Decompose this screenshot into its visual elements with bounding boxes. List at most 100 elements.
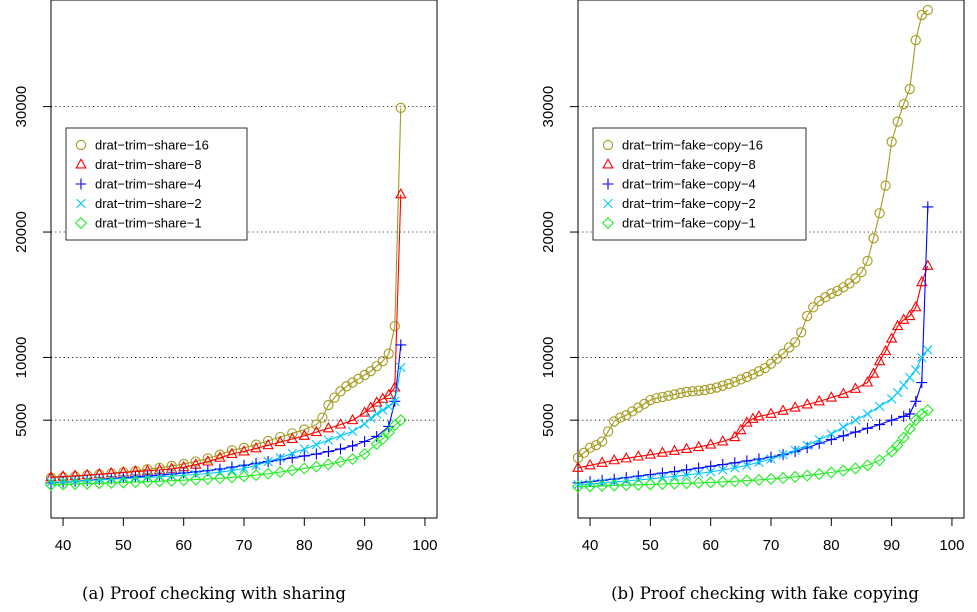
series-1-point-9 (680, 442, 693, 454)
y-tick-label-10000: 10000 (540, 337, 557, 379)
series-2-point-22 (310, 448, 322, 460)
series-line-4 (50, 419, 402, 486)
series-3-point-14 (742, 460, 752, 471)
series-0-point-35 (783, 342, 795, 353)
series-1-point-3 (608, 453, 620, 465)
series-1-point-25 (849, 382, 862, 393)
series-0-point-12 (645, 394, 656, 406)
series-3-point-31 (917, 352, 927, 363)
series-2-point-22 (837, 430, 849, 442)
series-3-point-13 (730, 463, 740, 473)
series-0-point-57 (916, 9, 927, 21)
series-3-point-23 (323, 435, 334, 445)
series-4-point-22 (837, 464, 850, 477)
series-1-point-27 (364, 401, 377, 412)
series-0-point-28 (741, 371, 753, 383)
series-1-point-13 (202, 455, 214, 466)
series-line-1 (577, 265, 929, 469)
legend-label-4: drat−trim−share−1 (95, 216, 202, 231)
series-0-point-16 (238, 442, 250, 453)
series-line-1 (50, 194, 402, 478)
series-2-point-9 (681, 464, 693, 476)
series-1-point-15 (741, 416, 753, 427)
y-tick-label-30000: 30000 (540, 86, 557, 128)
series-4-point-13 (201, 472, 214, 486)
x-tick-label-40: 40 (55, 537, 72, 554)
series-4-point-9 (153, 475, 166, 488)
series-1-point-22 (310, 425, 323, 437)
series-0-point-1 (578, 447, 590, 458)
series-0-point-31 (365, 366, 376, 377)
legend-label-3: drat−trim−fake−copy−2 (622, 196, 756, 211)
series-0-point-56 (910, 34, 921, 46)
legend-marker-4 (74, 216, 88, 230)
series-0-point-36 (395, 102, 406, 114)
series-4-point-31 (394, 414, 407, 427)
series-2-point-9 (154, 469, 166, 481)
series-4-point-12 (189, 473, 202, 486)
series-1-point-20 (789, 401, 801, 412)
series-1-point-32 (395, 187, 407, 199)
series-0-point-50 (874, 208, 885, 219)
series-3-point-3 (609, 477, 619, 487)
series-0-point-34 (777, 348, 789, 359)
series-0-point-13 (651, 393, 662, 404)
series-0-point-53 (892, 116, 903, 127)
series-4-point-5 (105, 476, 118, 489)
series-3-point-29 (377, 405, 388, 415)
x-tick-label-80: 80 (823, 537, 840, 554)
series-4-point-21 (298, 462, 311, 475)
series-1-point-23 (825, 391, 838, 402)
series-0-point-37 (796, 327, 807, 338)
series-3-point-17 (251, 460, 261, 471)
x-tick-label-50: 50 (115, 537, 132, 554)
series-0-point-14 (214, 449, 226, 460)
legend-box (65, 127, 248, 241)
series-1-point-5 (632, 450, 645, 461)
series-3-point-6 (118, 473, 129, 484)
series-0-point-29 (747, 369, 759, 380)
series-2-point-7 (656, 467, 668, 479)
series-3-point-4 (621, 476, 632, 486)
series-1-point-25 (346, 413, 359, 425)
series-2-point-24 (334, 443, 347, 455)
legend-marker-3 (76, 198, 86, 209)
series-3-point-24 (862, 409, 873, 419)
series-3-point-0 (573, 480, 583, 490)
series-1-point-36 (922, 259, 934, 270)
series-1-point-14 (735, 423, 747, 435)
series-1-point-2 (596, 456, 608, 467)
series-3-point-27 (892, 387, 903, 398)
series-4-point-19 (274, 466, 287, 479)
series-3-point-8 (142, 472, 153, 483)
series-1-point-28 (873, 354, 886, 366)
series-0-point-36 (789, 337, 801, 348)
series-0-point-19 (687, 386, 698, 397)
series-4-point-29 (382, 426, 395, 439)
x-tick-label-100: 100 (939, 537, 964, 554)
series-4-point-3 (81, 477, 94, 490)
series-4-point-14 (740, 474, 753, 487)
x-tick-label-60: 60 (702, 537, 719, 554)
series-0-point-17 (675, 388, 686, 399)
series-4-point-3 (608, 479, 621, 492)
series-3-point-16 (766, 454, 776, 464)
caption-left: (a) Proof checking with sharing (82, 584, 346, 603)
series-0-point-58 (922, 4, 933, 16)
series-1-point-31 (891, 319, 904, 331)
series-line-2 (50, 344, 402, 484)
series-0-point-47 (856, 267, 867, 278)
series-0-point-21 (299, 424, 310, 435)
series-4-point-7 (129, 476, 142, 489)
series-0-point-22 (705, 383, 716, 394)
legend-marker-0 (602, 139, 614, 151)
series-0-point-54 (898, 98, 909, 110)
series-2-point-31 (922, 201, 934, 213)
series-1-point-4 (620, 451, 633, 463)
series-1-point-7 (656, 446, 669, 457)
legend-label-4: drat−trim−fake−copy−1 (622, 216, 756, 231)
series-0-point-17 (250, 439, 262, 450)
series-4-point-1 (583, 480, 597, 493)
series-3-point-18 (263, 456, 273, 467)
series-0-point-39 (808, 302, 819, 313)
